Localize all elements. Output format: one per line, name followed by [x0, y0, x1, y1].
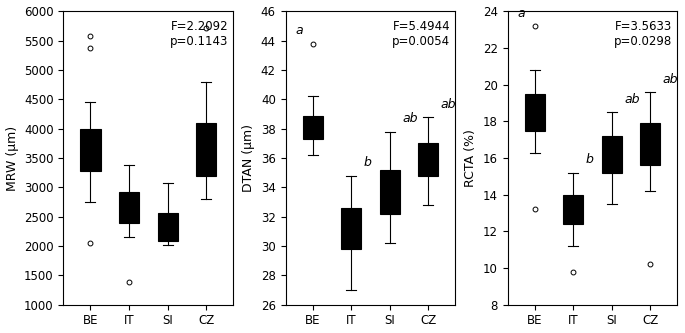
Text: ab: ab: [624, 93, 640, 106]
PathPatch shape: [158, 213, 177, 241]
PathPatch shape: [119, 192, 139, 222]
PathPatch shape: [640, 123, 660, 166]
Text: a: a: [295, 24, 303, 37]
Text: F=3.5633
p=0.0298: F=3.5633 p=0.0298: [614, 20, 673, 48]
PathPatch shape: [303, 116, 323, 139]
PathPatch shape: [379, 170, 400, 214]
Text: ab: ab: [402, 112, 418, 125]
Text: ab: ab: [663, 73, 678, 86]
Y-axis label: RCTA (%): RCTA (%): [464, 129, 477, 187]
Y-axis label: MRW (μm): MRW (μm): [5, 126, 18, 190]
Text: ab: ab: [440, 98, 456, 111]
Text: F=2.2092
p=0.1143: F=2.2092 p=0.1143: [170, 20, 228, 48]
PathPatch shape: [419, 144, 438, 175]
Text: b: b: [586, 153, 593, 166]
PathPatch shape: [80, 129, 101, 171]
PathPatch shape: [525, 94, 545, 131]
PathPatch shape: [563, 195, 583, 224]
Text: a: a: [517, 7, 525, 20]
PathPatch shape: [196, 123, 216, 175]
Text: F=5.4944
p=0.0054: F=5.4944 p=0.0054: [392, 20, 450, 48]
Y-axis label: DTAN (μm): DTAN (μm): [242, 124, 256, 192]
PathPatch shape: [341, 208, 361, 249]
Text: b: b: [364, 156, 371, 169]
PathPatch shape: [602, 136, 622, 173]
